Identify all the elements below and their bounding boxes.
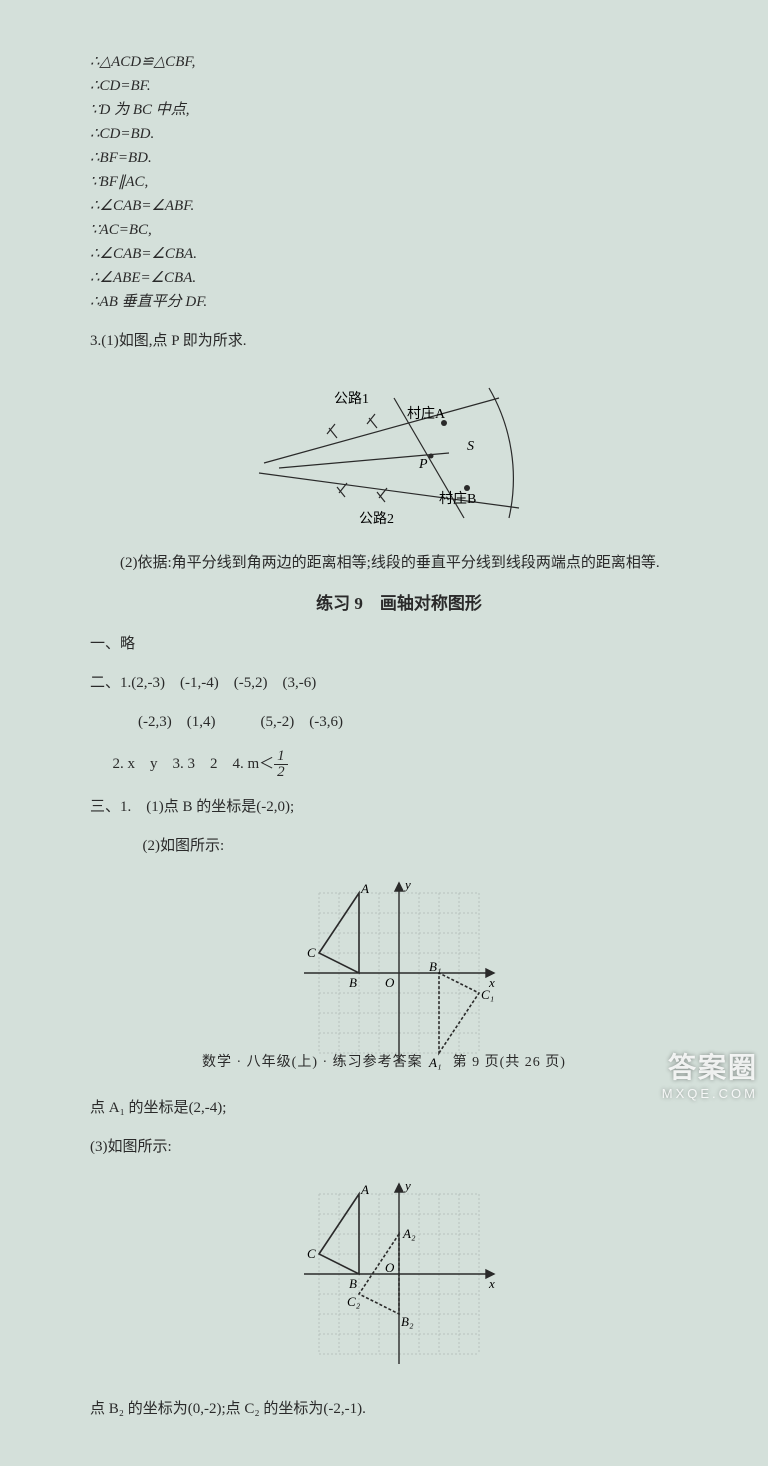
proof-l9: ∴∠CAB=∠CBA. (90, 242, 708, 266)
proof-l2: ∴CD=BF. (90, 74, 708, 98)
fig1-S: S (467, 439, 474, 454)
svg-text:C: C (307, 1246, 316, 1261)
svg-text:A₂: A₂ (402, 1226, 416, 1241)
fig1-villageA: 村庄A (407, 405, 446, 422)
svg-text:B₂: B₂ (401, 1314, 414, 1329)
sec1: 一、略 (90, 632, 708, 656)
svg-text:C₂: C₂ (347, 1294, 361, 1309)
sec2-line2: 2. x y 3. 3 2 4. m＜12 (90, 749, 708, 780)
svg-text:B₁: B₁ (429, 959, 441, 974)
svg-text:y: y (403, 1178, 411, 1193)
proof-l11: ∴AB 垂直平分 DF. (90, 290, 708, 314)
sec2-row1: 二、1.(2,-3) (-1,-4) (-5,2) (3,-6) (90, 671, 708, 695)
fig1-villageB: 村庄B (439, 490, 476, 507)
svg-text:O: O (385, 975, 395, 990)
proof-l3: ∵D 为 BC 中点, (90, 98, 708, 122)
figure-2: A B C O B₁ C₁ A₁ x y (90, 873, 708, 1081)
mid1: 点 A₁ 的坐标是(2,-4); (90, 1096, 708, 1120)
svg-text:B: B (349, 975, 357, 990)
sec3-l1: 三、1. (1)点 B 的坐标是(-2,0); (90, 795, 708, 819)
svg-text:C: C (307, 945, 316, 960)
proof-l8: ∵AC=BC, (90, 218, 708, 242)
sec2-row2: (-2,3) (1,4) (5,-2) (-3,6) (90, 710, 708, 734)
figure-3: A B C O A₂ C₂ B₂ x y (90, 1174, 708, 1382)
svg-text:O: O (385, 1260, 395, 1275)
fig1-P: P (418, 457, 428, 472)
watermark-small: MXQE.COM (662, 1086, 758, 1101)
q3-1: 3.(1)如图,点 P 即为所求. (90, 329, 708, 353)
q3-2: (2)依据:角平分线到角两边的距离相等;线段的垂直平分线到线段两端点的距离相等. (90, 551, 708, 575)
fig1-road1: 公路1 (334, 391, 369, 407)
proof-l10: ∴∠ABE=∠CBA. (90, 266, 708, 290)
bottom-line: 点 B₂ 的坐标为(0,-2);点 C₂ 的坐标为(-2,-1). (90, 1397, 708, 1421)
fig1-road2: 公路2 (359, 511, 394, 527)
page-footer: 数学 · 八年级(上) · 练习参考答案 第 9 页(共 26 页) (0, 1051, 768, 1071)
page-content: ∴△ACD≌△CBF, ∴CD=BF. ∵D 为 BC 中点, ∴CD=BD. … (0, 0, 768, 1466)
svg-text:B: B (349, 1276, 357, 1291)
sec3-l2: (2)如图所示: (90, 834, 708, 858)
svg-text:A: A (360, 881, 369, 896)
svg-text:A: A (360, 1182, 369, 1197)
svg-text:x: x (488, 1276, 495, 1291)
watermark: 答案圈 MXQE.COM (662, 1046, 758, 1101)
proof-l6: ∵BF∥AC, (90, 170, 708, 194)
proof-l1: ∴△ACD≌△CBF, (90, 50, 708, 74)
svg-text:y: y (403, 877, 411, 892)
section-title-9: 练习 9 画轴对称图形 (90, 590, 708, 617)
proof-l4: ∴CD=BD. (90, 122, 708, 146)
watermark-big: 答案圈 (662, 1046, 758, 1086)
svg-text:x: x (488, 975, 495, 990)
figure-1: 公路1 公路2 村庄A 村庄B P S (90, 368, 708, 536)
mid2: (3)如图所示: (90, 1135, 708, 1159)
proof-l7: ∴∠CAB=∠ABF. (90, 194, 708, 218)
proof-l5: ∴BF=BD. (90, 146, 708, 170)
